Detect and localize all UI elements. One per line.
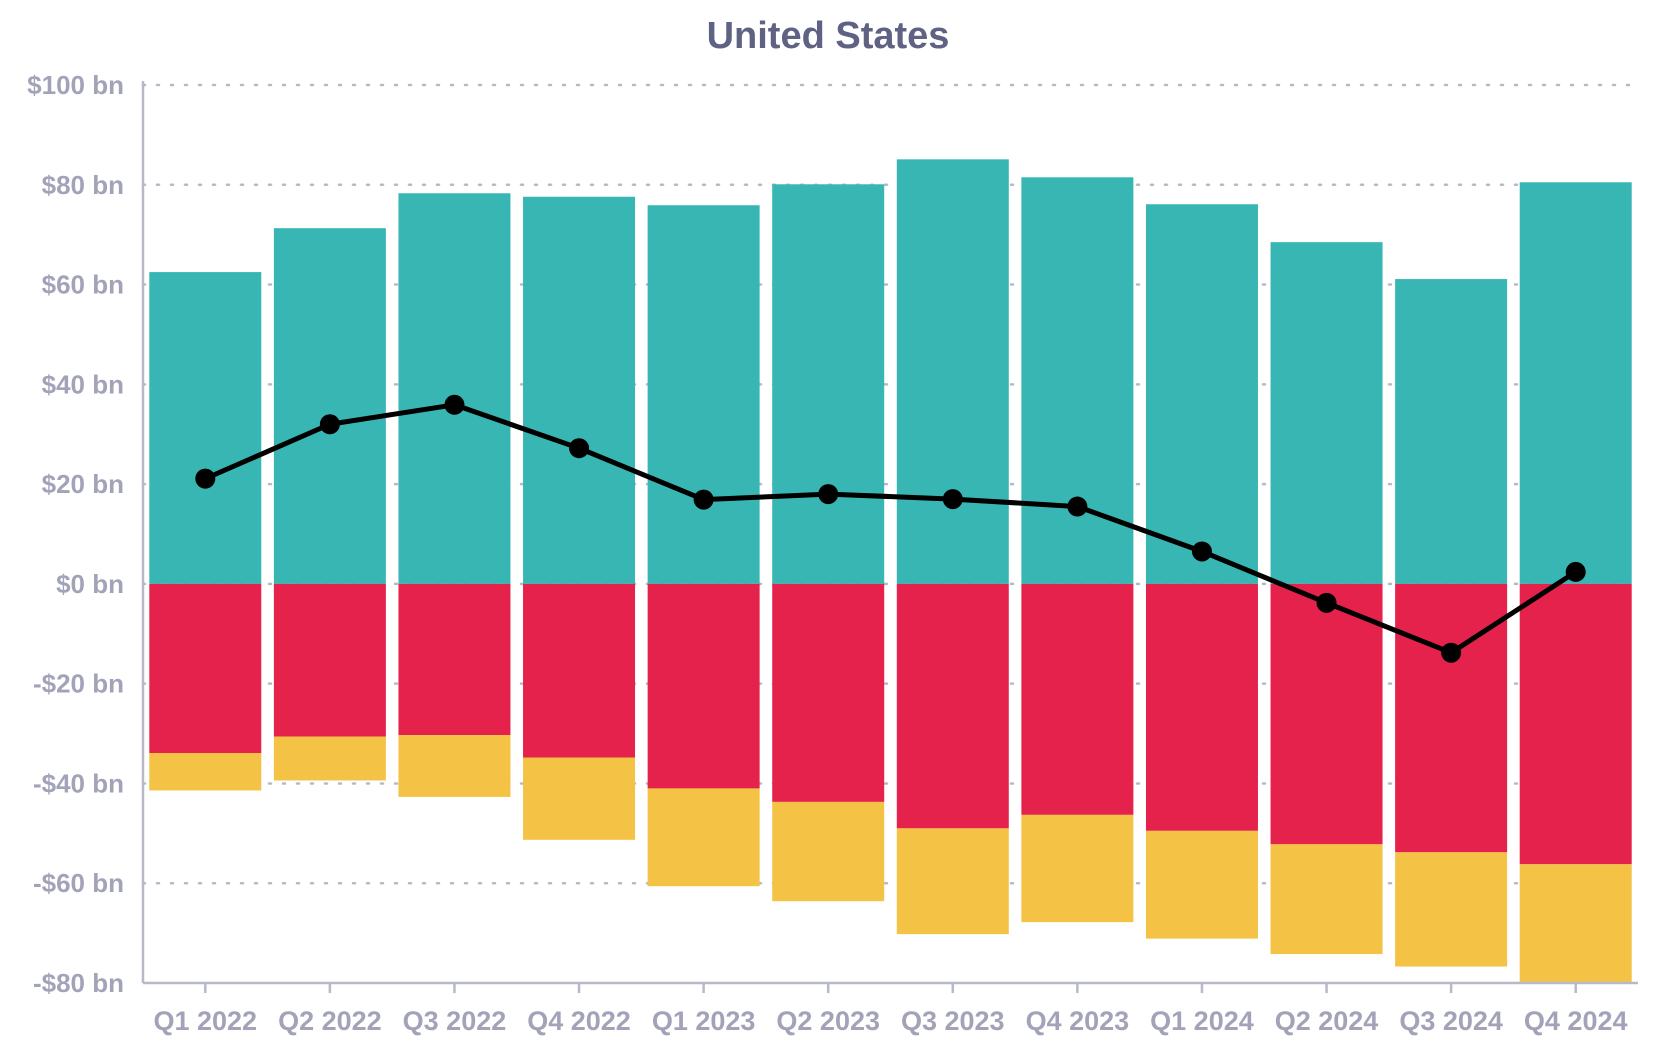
y-tick-label: $20 bn <box>42 469 124 499</box>
net-line-point <box>818 484 839 505</box>
y-tick-label: -$40 bn <box>33 768 124 798</box>
x-tick-label: Q1 2022 <box>153 1006 257 1036</box>
x-tick-label: Q3 2023 <box>901 1006 1005 1036</box>
bar-segment <box>896 828 1009 935</box>
bar-segment <box>1395 279 1508 584</box>
bar-segment <box>772 184 885 584</box>
bar-segment <box>523 583 636 758</box>
x-tick-label: Q1 2024 <box>1150 1006 1254 1036</box>
bar-segment <box>1519 583 1632 865</box>
net-line-point <box>1316 592 1337 613</box>
x-tick-label: Q3 2022 <box>403 1006 507 1036</box>
y-tick-label: $60 bn <box>42 270 124 300</box>
bar-segment <box>896 583 1009 829</box>
y-axis-ticks: $100 bn $80 bn $60 bn $40 bn $20 bn $0 bn -$20… <box>27 70 124 998</box>
bar-segment <box>1145 583 1258 831</box>
bar-segment <box>523 757 636 840</box>
net-line-point <box>693 489 714 510</box>
bars <box>149 159 1632 983</box>
bar-segment <box>398 583 511 736</box>
bar-segment <box>398 193 511 584</box>
bar-segment <box>1395 583 1508 853</box>
gridlines <box>141 83 1640 885</box>
bar-segment <box>772 801 885 902</box>
x-tick-label: Q2 2024 <box>1275 1006 1379 1036</box>
net-line-point <box>569 438 590 459</box>
bar-segment <box>1519 182 1632 584</box>
y-tick-label: -$20 bn <box>33 669 124 699</box>
bar-segment <box>398 735 511 797</box>
bar-segment <box>1145 830 1258 939</box>
x-tick-label: Q1 2023 <box>652 1006 756 1036</box>
y-tick-label: $100 bn <box>27 70 124 100</box>
bar-segment <box>1021 583 1134 815</box>
chart-title: United States <box>707 15 950 57</box>
bar-segment <box>273 736 386 781</box>
x-tick-label: Q2 2023 <box>776 1006 880 1036</box>
bar-segment <box>149 272 262 584</box>
bar-segment <box>1519 864 1632 983</box>
net-line-point <box>1441 642 1462 663</box>
x-tick-label: Q4 2024 <box>1524 1006 1628 1036</box>
y-tick-label: -$80 bn <box>33 968 124 998</box>
net-line-point <box>195 468 216 489</box>
y-tick-label: -$60 bn <box>33 868 124 898</box>
x-axis-ticks: Q1 2022 Q2 2022 Q3 2022 Q4 2022 Q1 2023 Q2 20… <box>153 983 1628 1036</box>
x-tick-label: Q2 2022 <box>278 1006 382 1036</box>
net-line-point <box>1067 496 1088 517</box>
bar-segment <box>1270 583 1383 845</box>
bar-segment <box>149 583 262 754</box>
bar-segment <box>647 788 760 887</box>
net-line-point <box>319 414 340 435</box>
bar-segment <box>896 159 1009 584</box>
net-line-point <box>1565 561 1586 582</box>
bar-segment <box>647 205 760 584</box>
bar-segment <box>772 583 885 802</box>
y-tick-label: $40 bn <box>42 369 124 399</box>
bar-segment <box>1395 852 1508 967</box>
bar-segment <box>149 753 262 791</box>
y-tick-label: $80 bn <box>42 170 124 200</box>
x-tick-label: Q3 2024 <box>1399 1006 1503 1036</box>
bar-segment <box>647 583 760 789</box>
bar-segment <box>273 228 386 584</box>
net-line-path <box>204 402 1578 656</box>
bar-segment <box>273 583 386 737</box>
bar-segment <box>523 196 636 584</box>
net-line-point <box>942 489 963 510</box>
axes <box>141 81 1638 985</box>
bar-segment <box>1270 242 1383 584</box>
net-line-point <box>444 394 465 415</box>
bar-segment <box>1270 844 1383 955</box>
net-line <box>195 394 1586 663</box>
net-line-point <box>1191 541 1212 562</box>
x-tick-label: Q4 2022 <box>527 1006 631 1036</box>
y-tick-label: $0 bn <box>56 569 124 599</box>
bar-segment <box>1145 204 1258 584</box>
x-tick-label: Q4 2023 <box>1026 1006 1130 1036</box>
bar-segment <box>1021 814 1134 923</box>
